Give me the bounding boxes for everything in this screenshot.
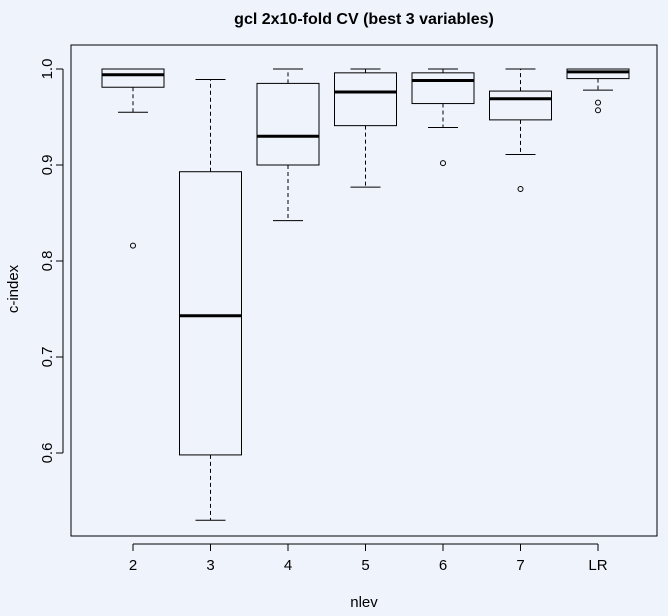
outlier-point (130, 242, 136, 249)
box-group (489, 68, 552, 192)
outlier-point (517, 186, 524, 192)
box (101, 68, 165, 88)
box (334, 72, 397, 127)
boxes (101, 68, 630, 521)
box (489, 90, 552, 121)
y-tick-label: 0.9 (39, 155, 56, 176)
outlier-point (595, 99, 601, 106)
x-axis-label: nlev (350, 594, 378, 611)
y-tick-label: 0.6 (39, 443, 56, 464)
box (566, 68, 630, 80)
y-axis-label: c-index (5, 264, 22, 313)
box (256, 82, 320, 166)
box-group (256, 68, 320, 222)
box-group (566, 68, 630, 114)
x-tick-label: 3 (206, 557, 214, 574)
outlier-point (595, 107, 601, 114)
box (179, 171, 242, 456)
x-tick-label: 6 (439, 557, 447, 574)
box (411, 72, 475, 105)
y-tick-label: 0.8 (39, 251, 56, 272)
y-axis: 0.6 0.7 0.8 0.9 1.0 (39, 59, 64, 464)
box-group (411, 68, 475, 167)
x-tick-label: 2 (129, 557, 137, 574)
box-group (334, 68, 397, 188)
x-axis: 2 3 4 5 6 7 LR (129, 543, 608, 574)
y-tick-label: 0.7 (39, 347, 56, 368)
x-tick-label: 4 (284, 557, 292, 574)
box-group (101, 68, 165, 249)
x-tick-label: LR (588, 557, 607, 574)
outlier-point (440, 160, 446, 167)
x-tick-label: 5 (361, 557, 369, 574)
plot-frame (70, 44, 658, 537)
y-tick-label: 1.0 (39, 59, 56, 80)
box-group (179, 79, 242, 521)
chart-title: gcl 2x10-fold CV (best 3 variables) (234, 11, 494, 28)
x-tick-label: 7 (516, 557, 524, 574)
